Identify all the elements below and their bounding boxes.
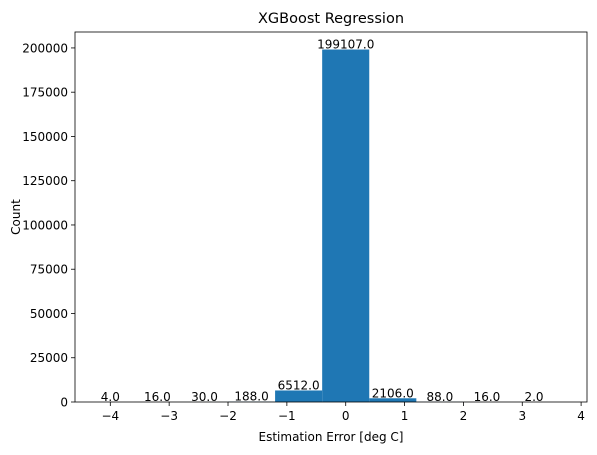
x-tick-label: 1 [401, 409, 409, 423]
x-tick-label: −2 [219, 409, 237, 423]
bar-value-label: 199107.0 [317, 38, 374, 52]
x-tick-label: −3 [160, 409, 178, 423]
bar-value-label: 188.0 [234, 390, 268, 404]
x-tick-label: 4 [577, 409, 585, 423]
y-tick-label: 150000 [22, 130, 68, 144]
bar-value-label: 2106.0 [372, 386, 414, 400]
x-tick-label: 2 [460, 409, 468, 423]
plot-area-frame [74, 31, 588, 403]
y-tick-label: 175000 [22, 86, 68, 100]
bar-value-label: 16.0 [144, 390, 171, 404]
bar-value-label: 30.0 [191, 390, 218, 404]
histogram-bar [322, 49, 370, 403]
bar-value-label: 16.0 [474, 390, 501, 404]
x-tick-label: −4 [101, 409, 119, 423]
x-axis-label: Estimation Error [deg C] [259, 430, 404, 444]
histogram-bar [275, 390, 323, 402]
chart-title: XGBoost Regression [258, 11, 404, 27]
y-tick-label: 0 [60, 396, 68, 410]
x-axis-ticks: −4 −3 −2 −1 0 1 2 3 4 [101, 402, 585, 423]
y-tick-label: 125000 [22, 174, 68, 188]
bar-labels-layer: 4.0 16.0 30.0 188.0 6512.0 199107.0 2106.0 88.0… [101, 38, 544, 404]
histogram-bar [369, 398, 417, 402]
x-tick-label: 0 [342, 409, 350, 423]
y-tick-label: 100000 [22, 218, 68, 232]
bar-value-label: 6512.0 [278, 378, 320, 392]
bar-value-label: 4.0 [101, 390, 120, 404]
bars-layer [86, 49, 558, 403]
y-tick-label: 50000 [30, 307, 68, 321]
bar-value-label: 88.0 [427, 390, 454, 404]
y-axis-label: Count [9, 199, 23, 235]
x-tick-label: 3 [518, 409, 526, 423]
y-tick-label: 75000 [30, 263, 68, 277]
y-tick-label: 200000 [22, 41, 68, 55]
bar-value-label: 2.0 [524, 390, 543, 404]
y-axis-ticks: 0 25000 50000 75000 100000 125000 150000 175000… [22, 41, 75, 410]
y-tick-label: 25000 [30, 351, 68, 365]
x-tick-label: −1 [278, 409, 296, 423]
